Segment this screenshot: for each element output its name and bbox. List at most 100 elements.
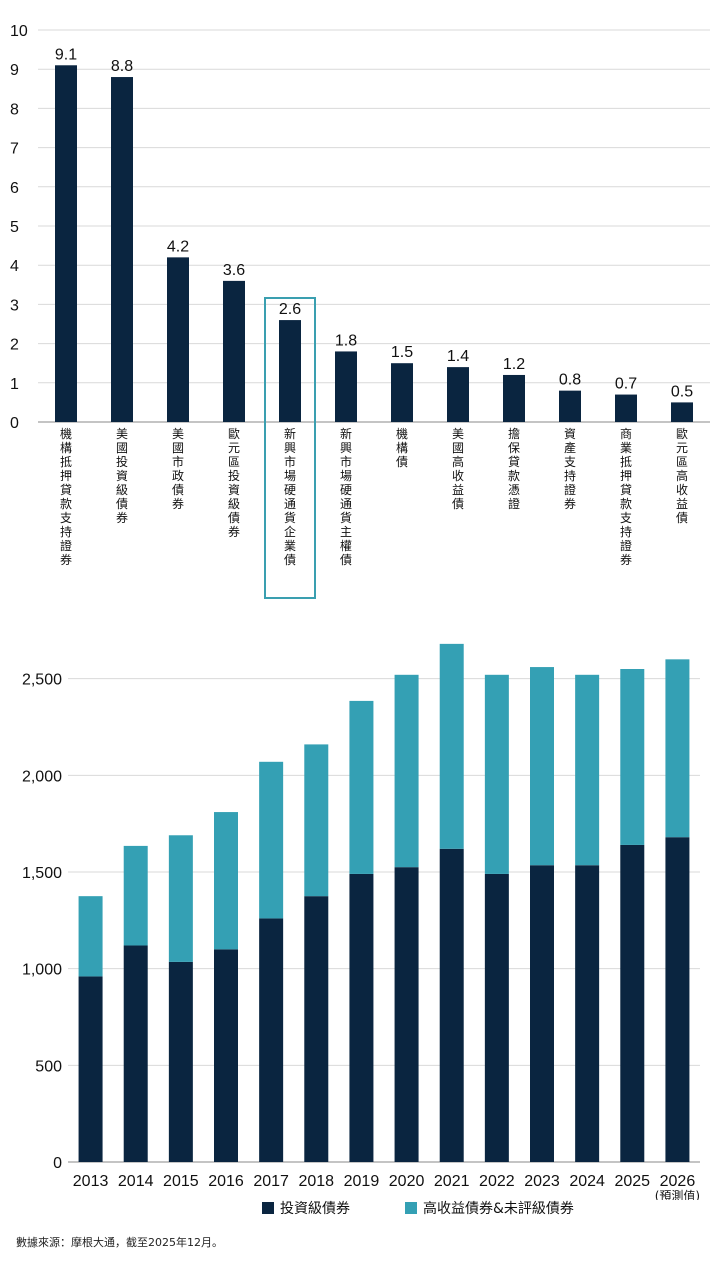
x-category-label: 機構債 — [396, 426, 408, 469]
x-tick-label: 2024 — [569, 1173, 605, 1190]
x-category-label: 資產支持證券 — [564, 427, 576, 511]
x-tick-label: 2015 — [163, 1173, 199, 1190]
x-tick-label: 2021 — [434, 1173, 470, 1190]
bar-high-yield — [304, 744, 329, 897]
bar — [503, 374, 525, 422]
y-tick-label: 8 — [10, 101, 19, 118]
x-tick-label: 2019 — [344, 1173, 380, 1190]
legend-swatch-high-yield — [405, 1202, 417, 1214]
stacked-bar-chart-yearly: 0 500 1,000 1,500 2,000 2,500 2013 2014 2015 2016… — [22, 643, 700, 1200]
bar — [223, 280, 245, 422]
y-tick-label: 2,500 — [22, 672, 62, 689]
x-tick-label: 2025 — [614, 1173, 650, 1190]
y-tick-label: 500 — [35, 1058, 62, 1075]
y-tick-label: 4 — [10, 258, 19, 275]
bar-investment-grade — [575, 865, 600, 1162]
bar-high-yield — [530, 667, 554, 866]
legend-label-investment-grade: 投資級債券 — [280, 1201, 350, 1217]
x-category-label: 機構抵押貸款支持證券 — [60, 426, 72, 567]
bar — [447, 367, 469, 422]
data-label: 0.7 — [615, 376, 637, 393]
bar-investment-grade — [665, 837, 690, 1162]
y-tick-label: 1 — [10, 376, 19, 393]
data-label: 0.8 — [559, 372, 581, 389]
x-category-label: 新興市場硬通貨企業債 — [284, 426, 296, 567]
bar-high-yield — [665, 659, 690, 838]
bar-high-yield — [575, 674, 600, 866]
highlight-box — [264, 297, 316, 599]
bar-high-yield — [259, 761, 284, 919]
bar-investment-grade — [304, 896, 329, 1162]
x-category-label: 歐元區投資級債券 — [228, 426, 240, 539]
data-label: 9.1 — [55, 46, 77, 63]
bar-high-yield — [349, 700, 374, 874]
bar — [111, 77, 133, 422]
bar — [671, 402, 693, 422]
x-category-label: 美國高收益債 — [452, 427, 464, 511]
bar — [335, 351, 357, 422]
x-tick-label: 2020 — [389, 1173, 425, 1190]
bar — [55, 65, 77, 422]
bar — [167, 257, 189, 422]
bar-high-yield — [78, 896, 103, 977]
source-note: 數據來源：摩根大通，截至2025年12月。 — [16, 1236, 223, 1249]
bar-high-yield — [394, 674, 419, 868]
data-label: 1.5 — [391, 344, 413, 361]
x-tick-note: (預測值) — [655, 1188, 700, 1200]
y-tick-label: 0 — [53, 1155, 62, 1172]
x-category-label: 商業抵押貸款支持證券 — [620, 426, 632, 567]
y-tick-label: 5 — [10, 219, 19, 236]
x-category-label: 美國市政債券 — [172, 427, 184, 511]
y-tick-label: 9 — [10, 62, 19, 79]
bar — [559, 390, 581, 422]
x-tick-label: 2026 — [660, 1173, 696, 1190]
x-tick-label: 2022 — [479, 1173, 515, 1190]
x-tick-label: 2016 — [208, 1173, 244, 1190]
x-tick-label: 2023 — [524, 1173, 560, 1190]
legend-swatch-investment-grade — [262, 1202, 274, 1214]
data-label: 8.8 — [111, 58, 133, 75]
data-label: 2.6 — [279, 301, 301, 318]
bar-investment-grade — [168, 961, 193, 1162]
bar — [279, 320, 301, 422]
y-tick-label: 3 — [10, 297, 19, 314]
bar-high-yield — [214, 812, 238, 950]
bar-investment-grade — [620, 844, 645, 1162]
bar-high-yield — [620, 669, 645, 845]
y-tick-label: 0 — [10, 415, 19, 432]
y-tick-label: 1,500 — [22, 865, 62, 882]
legend-label-high-yield: 高收益債券&未評級債券 — [423, 1201, 574, 1217]
legend-item-high-yield: 高收益債券&未評級債券 — [405, 1198, 574, 1218]
x-category-label: 新興市場硬通貨主權債 — [340, 426, 352, 567]
x-category-label: 擔保貸款憑證 — [508, 427, 520, 511]
y-tick-label: 2,000 — [22, 768, 62, 785]
data-label: 1.4 — [447, 348, 469, 365]
x-tick-label: 2013 — [73, 1173, 109, 1190]
bar-investment-grade — [349, 873, 374, 1162]
bar-investment-grade — [78, 976, 103, 1162]
bar-investment-grade — [484, 873, 509, 1162]
data-label: 4.2 — [167, 238, 189, 255]
bar-investment-grade — [214, 949, 238, 1162]
legend-item-investment-grade: 投資級債券 — [262, 1198, 350, 1218]
x-tick-label: 2014 — [118, 1173, 154, 1190]
data-label: 1.2 — [503, 356, 525, 373]
bar-high-yield — [168, 835, 193, 962]
y-tick-label: 10 — [10, 23, 28, 40]
bar-chart-issuance: 0 1 2 3 4 5 6 7 8 9 10 9.1 機構抵押貸款支持證券 8.8 美國投資級債券 4.2 美國… — [10, 23, 710, 599]
data-label: 0.5 — [671, 383, 693, 400]
bar — [615, 394, 637, 422]
x-tick-label: 2017 — [253, 1173, 289, 1190]
data-label: 1.8 — [335, 332, 357, 349]
y-tick-label: 6 — [10, 180, 19, 197]
bar-high-yield — [484, 674, 509, 874]
bar-investment-grade — [123, 945, 148, 1162]
x-tick-label: 2018 — [298, 1173, 334, 1190]
y-tick-label: 1,000 — [22, 962, 62, 979]
x-category-label: 歐元區高收益債 — [676, 426, 688, 525]
data-label: 3.6 — [223, 262, 245, 279]
x-category-label: 美國投資級債券 — [116, 427, 128, 525]
bar-investment-grade — [394, 867, 419, 1162]
bar-investment-grade — [439, 848, 464, 1162]
bar-investment-grade — [259, 918, 284, 1162]
